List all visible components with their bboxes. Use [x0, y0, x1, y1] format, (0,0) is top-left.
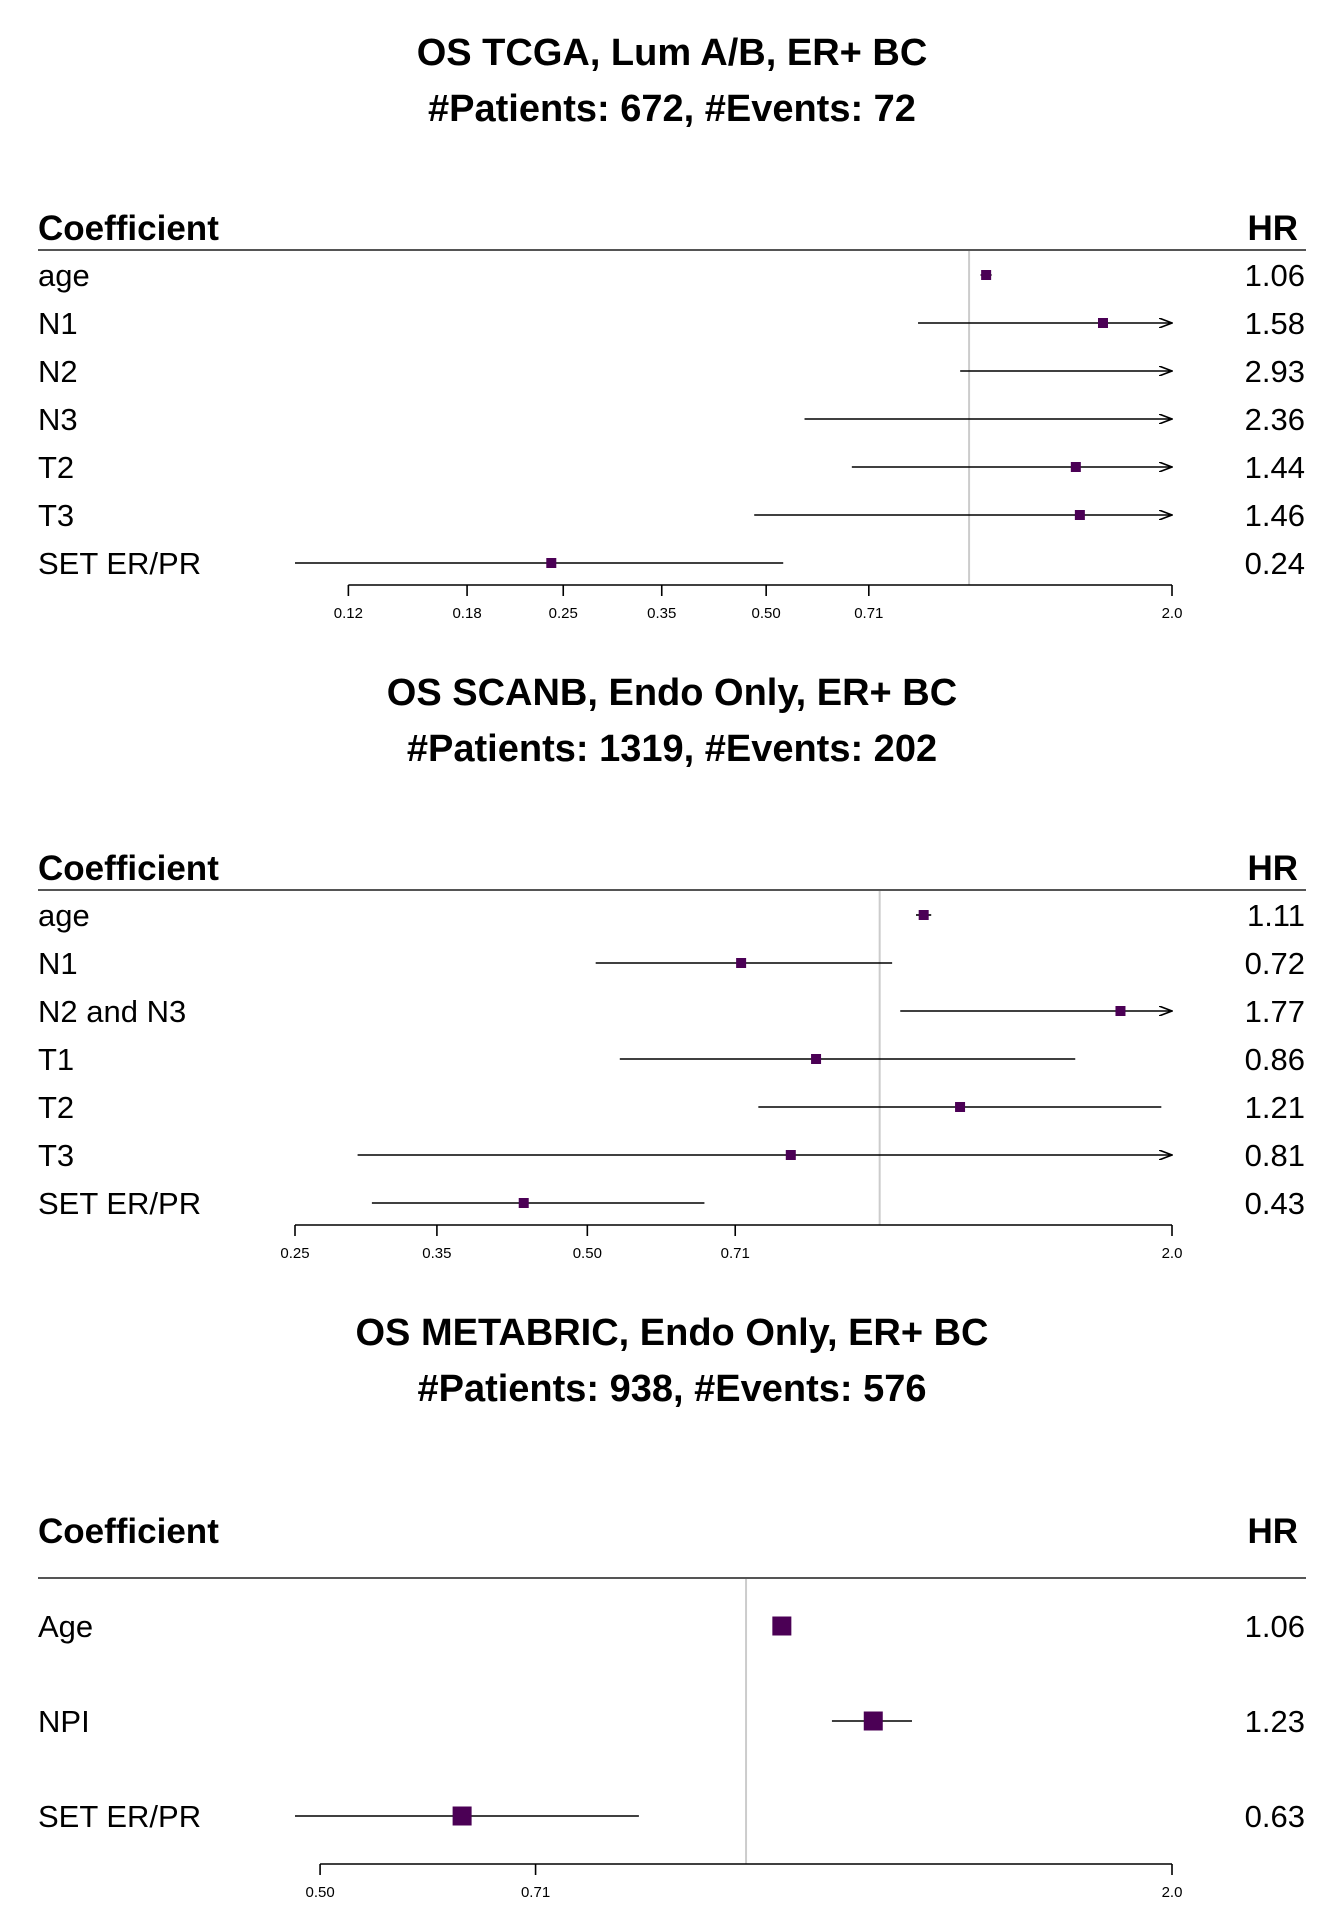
coefficient-column-header: Coefficient	[38, 1512, 219, 1551]
row-label: N3	[38, 402, 78, 437]
row-hr-value: 1.44	[1245, 450, 1305, 485]
row-label: Age	[38, 1609, 93, 1644]
row-hr-value: 1.77	[1245, 994, 1305, 1029]
forest-row: SET ER/PR 0.24	[38, 546, 1305, 581]
hr-point-marker	[1097, 318, 1108, 328]
x-tick-label: 0.50	[305, 1884, 334, 1901]
forest-row: age 1.11	[38, 898, 1305, 933]
x-tick-label: 0.71	[721, 1245, 750, 1262]
row-label: N2 and N3	[38, 994, 186, 1029]
hr-column-header: HR	[1247, 849, 1298, 888]
chart-subtitle: #Patients: 672, #Events: 72	[428, 88, 916, 130]
forest-row: N2 and N3 1.77	[38, 994, 1305, 1029]
x-tick-label: 0.18	[452, 605, 481, 622]
x-tick-label: 0.35	[422, 1245, 451, 1262]
row-label: T1	[38, 1042, 74, 1077]
x-tick-label: 0.25	[549, 605, 578, 622]
hr-point-marker	[811, 1054, 822, 1064]
hr-point-marker	[518, 1198, 529, 1208]
row-label: T3	[38, 498, 74, 533]
x-tick-label: 0.71	[854, 605, 883, 622]
forest-row: age 1.06	[38, 258, 1305, 293]
hr-point-marker	[955, 1102, 966, 1112]
row-label: T3	[38, 1138, 74, 1173]
forest-row: N1 0.72	[38, 946, 1305, 981]
row-hr-value: 0.72	[1245, 946, 1305, 981]
hr-point-marker	[452, 1806, 472, 1826]
chart-title: OS TCGA, Lum A/B, ER+ BC	[417, 32, 928, 74]
forest-row: NPI 1.23	[38, 1704, 1305, 1739]
x-tick-label: 0.50	[752, 605, 781, 622]
coefficient-column-header: Coefficient	[38, 849, 219, 888]
row-hr-value: 1.23	[1245, 1704, 1305, 1739]
forest-row: T3 0.81	[38, 1138, 1305, 1173]
row-label: N1	[38, 946, 78, 981]
hr-point-marker	[546, 558, 557, 568]
row-hr-value: 0.24	[1245, 546, 1305, 581]
row-hr-value: 1.06	[1245, 258, 1305, 293]
x-tick-label: 0.35	[647, 605, 676, 622]
hr-point-marker	[736, 958, 747, 968]
forest-row: T2 1.44	[38, 450, 1305, 485]
row-label: age	[38, 898, 90, 933]
row-hr-value: 1.21	[1245, 1090, 1305, 1125]
forest-row: T3 1.46	[38, 498, 1305, 533]
hr-point-marker	[785, 1150, 796, 1160]
x-tick-label: 0.50	[573, 1245, 602, 1262]
row-hr-value: 1.06	[1245, 1609, 1305, 1644]
row-hr-value: 0.86	[1245, 1042, 1305, 1077]
row-hr-value: 2.36	[1245, 402, 1305, 437]
row-hr-value: 0.43	[1245, 1186, 1305, 1221]
hr-point-marker	[1074, 510, 1085, 520]
x-tick-label: 0.71	[521, 1884, 550, 1901]
forest-row: SET ER/PR 0.43	[38, 1186, 1305, 1221]
row-label: T2	[38, 1090, 74, 1125]
forest-row: N1 1.58	[38, 306, 1305, 341]
hr-column-header: HR	[1247, 209, 1298, 248]
chart-title: OS SCANB, Endo Only, ER+ BC	[387, 672, 957, 714]
hr-point-marker	[863, 1711, 883, 1731]
forest-row: T2 1.21	[38, 1090, 1305, 1125]
chart-title: OS METABRIC, Endo Only, ER+ BC	[355, 1312, 988, 1354]
row-label: N1	[38, 306, 78, 341]
row-hr-value: 0.81	[1245, 1138, 1305, 1173]
forest-plot-panel: OS METABRIC, Endo Only, ER+ BC #Patients:…	[38, 1312, 1306, 1901]
hr-point-marker	[918, 910, 929, 920]
forest-row: T1 0.86	[38, 1042, 1305, 1077]
forest-plot-panel: OS SCANB, Endo Only, ER+ BC #Patients: 13…	[38, 672, 1306, 1262]
forest-row: Age 1.06	[38, 1609, 1305, 1644]
x-tick-label: 2.0	[1162, 1884, 1183, 1901]
hr-column-header: HR	[1247, 1512, 1298, 1551]
hr-point-marker	[772, 1616, 792, 1636]
row-hr-value: 1.46	[1245, 498, 1305, 533]
row-hr-value: 2.93	[1245, 354, 1305, 389]
row-hr-value: 1.58	[1245, 306, 1305, 341]
coefficient-column-header: Coefficient	[38, 209, 219, 248]
row-label: SET ER/PR	[38, 1799, 201, 1834]
row-label: T2	[38, 450, 74, 485]
forest-row: N3 2.36	[38, 402, 1305, 437]
row-hr-value: 1.11	[1247, 898, 1305, 933]
forest-row: N2 2.93	[38, 354, 1305, 389]
hr-point-marker	[1115, 1006, 1126, 1016]
row-label: NPI	[38, 1704, 90, 1739]
forest-plot-panel: OS TCGA, Lum A/B, ER+ BC #Patients: 672, …	[38, 32, 1306, 622]
x-tick-label: 0.25	[280, 1245, 309, 1262]
hr-point-marker	[1070, 462, 1081, 472]
forest-row: SET ER/PR 0.63	[38, 1799, 1305, 1834]
x-tick-label: 2.0	[1162, 1245, 1183, 1262]
row-label: SET ER/PR	[38, 546, 201, 581]
chart-subtitle: #Patients: 1319, #Events: 202	[407, 728, 937, 770]
hr-point-marker	[981, 270, 992, 280]
row-label: age	[38, 258, 90, 293]
x-tick-label: 0.12	[334, 605, 363, 622]
row-hr-value: 0.63	[1245, 1799, 1305, 1834]
x-tick-label: 2.0	[1162, 605, 1183, 622]
row-label: SET ER/PR	[38, 1186, 201, 1221]
chart-subtitle: #Patients: 938, #Events: 576	[417, 1368, 926, 1410]
row-label: N2	[38, 354, 78, 389]
